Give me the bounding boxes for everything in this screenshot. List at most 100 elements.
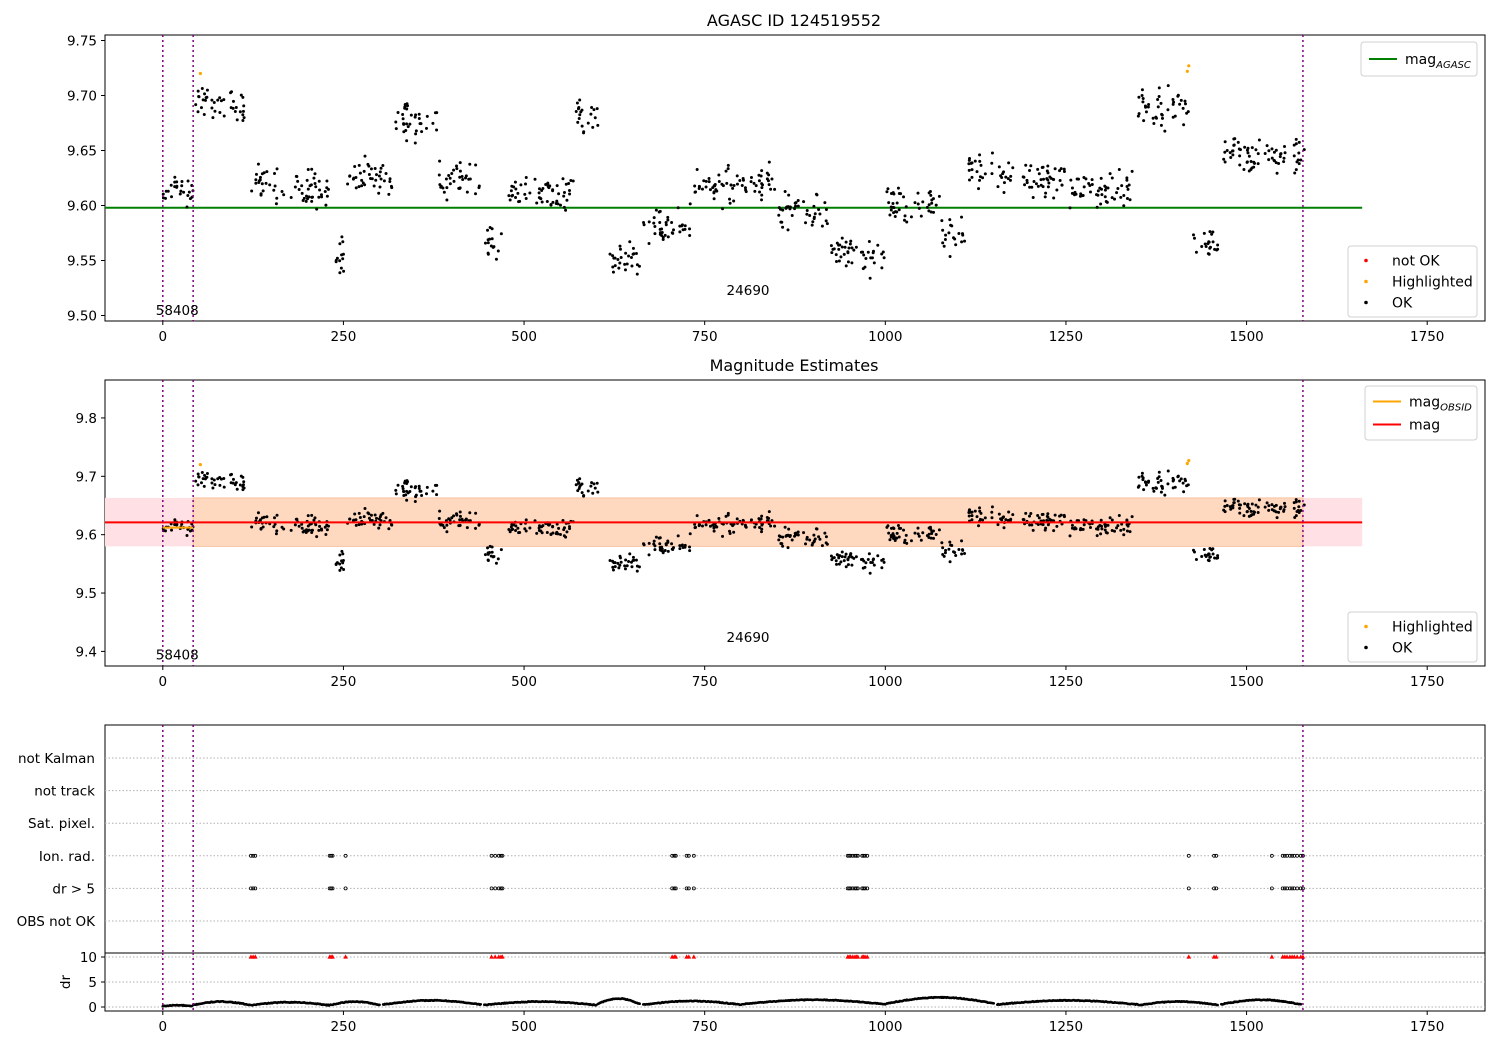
data-point-ok — [1294, 168, 1298, 172]
data-point-ok — [741, 178, 745, 182]
data-point-ok — [1028, 514, 1032, 518]
data-point-ok — [448, 176, 452, 180]
data-point-ok — [339, 266, 343, 270]
data-point-ok — [203, 98, 207, 102]
data-point-ok — [862, 253, 866, 257]
data-point-ok — [185, 205, 189, 209]
data-point-ok — [524, 529, 528, 533]
flag-label: not track — [34, 784, 95, 800]
data-point-ok — [688, 227, 692, 231]
data-point-ok — [535, 531, 539, 535]
data-point-ok — [396, 110, 400, 114]
x-tick-label: 1000 — [868, 1019, 902, 1035]
data-point-ok — [1211, 552, 1215, 556]
data-point-ok — [259, 192, 263, 196]
data-point-ok — [617, 566, 621, 570]
data-point-ok — [577, 486, 581, 490]
data-point-ok — [388, 177, 392, 181]
data-point-ok — [760, 193, 764, 197]
data-point-ok — [403, 103, 407, 107]
data-point-ok — [1263, 151, 1267, 155]
data-point-ok — [1156, 105, 1160, 109]
data-point-ok — [967, 162, 971, 166]
data-point-ok — [499, 232, 503, 236]
data-point-ok — [562, 205, 566, 209]
data-point-ok — [619, 560, 623, 564]
data-point-ok — [749, 180, 753, 184]
data-point-ok — [222, 114, 226, 118]
data-point-ok — [1080, 527, 1084, 531]
data-point-ok — [1171, 97, 1175, 101]
data-point-ok — [1028, 185, 1032, 189]
data-point-ok — [1171, 115, 1175, 119]
data-point-ok — [770, 177, 774, 181]
data-point-ok — [272, 188, 276, 192]
data-point-ok — [805, 537, 809, 541]
data-point-ok — [491, 245, 495, 249]
data-point-ok — [1225, 148, 1229, 152]
flag-point — [1288, 886, 1292, 891]
data-point-ok — [1103, 184, 1107, 188]
magnitude-estimates-panel: 58408 24690 0 250 500 750 1000 1250 1500 1750 9.4 9… — [76, 379, 1486, 690]
data-point-ok — [300, 526, 304, 530]
data-point-ok — [568, 525, 572, 529]
data-point-ok — [541, 524, 545, 528]
data-point-ok — [905, 541, 909, 545]
y-tick-label: 9.55 — [67, 254, 97, 270]
data-point-ok — [201, 98, 205, 102]
data-point-ok — [688, 545, 692, 549]
data-point-ok — [173, 180, 177, 184]
data-point-ok — [968, 178, 972, 182]
x-tick-label: 1500 — [1229, 1019, 1263, 1035]
data-point-ok — [342, 568, 346, 572]
data-point-ok — [1245, 148, 1249, 152]
data-point-ok — [274, 202, 278, 206]
data-point-ok — [616, 258, 620, 262]
data-point-ok — [196, 110, 200, 114]
data-point-ok — [1098, 186, 1102, 190]
data-point-ok — [1222, 157, 1226, 161]
data-point-ok — [847, 555, 851, 559]
data-point-ok — [357, 511, 361, 515]
data-point-ok — [781, 225, 785, 229]
data-point-ok — [170, 528, 174, 532]
data-point-ok — [635, 569, 639, 573]
data-point-ok — [367, 516, 371, 520]
data-point-ok — [1046, 164, 1050, 168]
data-point-ok — [1080, 194, 1084, 198]
data-point-ok — [173, 523, 177, 527]
data-point-ok — [211, 486, 215, 490]
data-point-ok — [1228, 505, 1232, 509]
data-point-ok — [693, 522, 697, 526]
data-point-ok — [735, 174, 739, 178]
data-point-ok — [1030, 523, 1034, 527]
data-point-ok — [340, 253, 344, 257]
data-point-ok — [773, 187, 777, 191]
data-point-ok — [413, 486, 417, 490]
data-point-ok — [1059, 513, 1063, 517]
data-point-ok — [796, 533, 800, 537]
data-point-ok — [508, 198, 512, 202]
data-point-ok — [1002, 190, 1006, 194]
data-point-ok — [937, 528, 941, 532]
data-point-ok — [413, 115, 417, 119]
data-point-ok — [260, 182, 264, 186]
data-point-ok — [417, 112, 421, 116]
data-point-ok — [202, 484, 206, 488]
data-point-ok — [424, 492, 428, 496]
flags-panel: not Kalman not track Sat. pixel. Ion. rad. d… — [17, 724, 1486, 954]
data-point-ok — [804, 221, 808, 225]
data-point-ok — [1249, 168, 1253, 172]
data-point-ok — [239, 474, 243, 478]
data-point-ok — [414, 493, 418, 497]
data-point-ok — [340, 549, 344, 553]
dr-capped-marker — [864, 954, 870, 959]
data-point-ok — [384, 172, 388, 176]
data-point-ok — [927, 209, 931, 213]
data-point-ok — [1256, 162, 1260, 166]
x-tick-label: 1500 — [1229, 674, 1263, 690]
data-point-ok — [360, 178, 364, 182]
data-point-ok — [963, 239, 967, 243]
data-point-ok — [880, 252, 884, 256]
data-point-ok — [671, 231, 675, 235]
